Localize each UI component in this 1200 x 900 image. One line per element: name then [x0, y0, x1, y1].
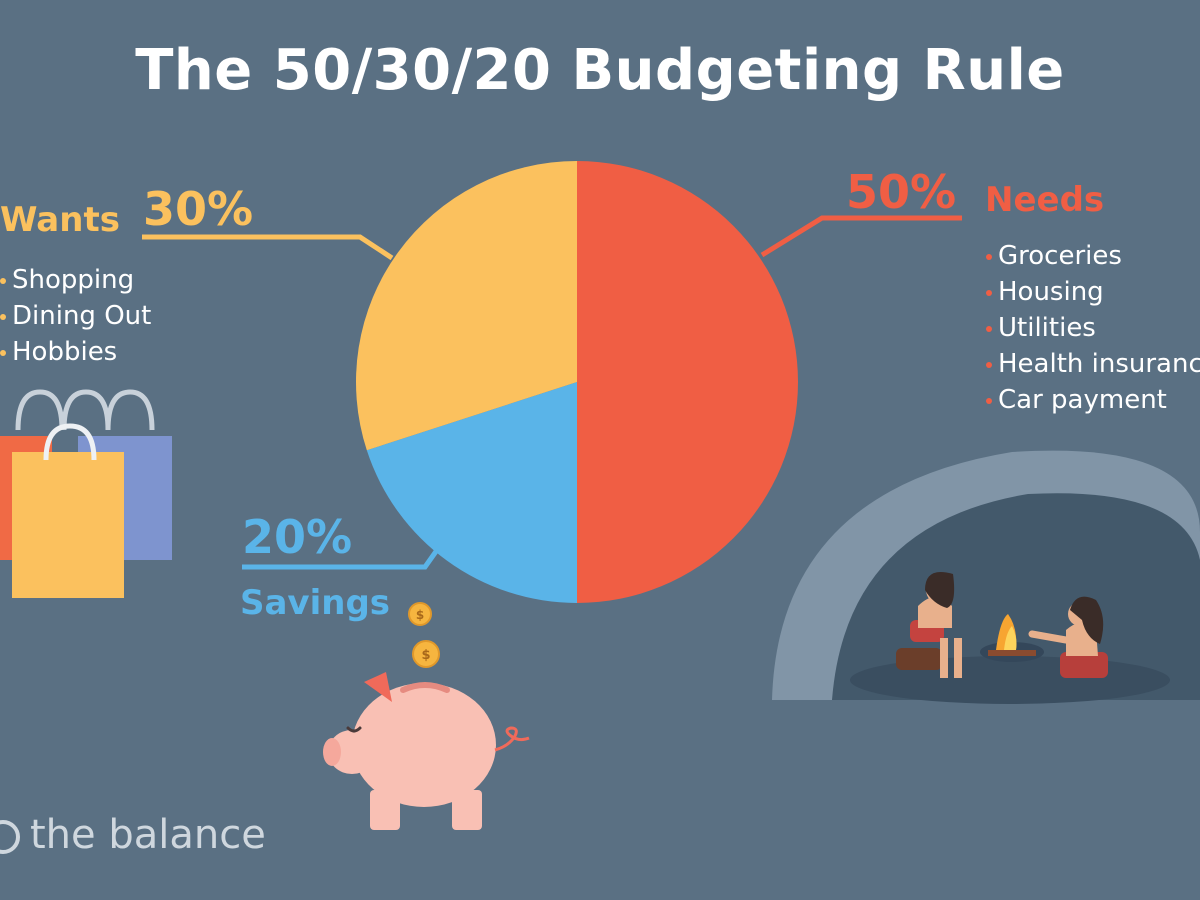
bullet-icon [0, 277, 6, 284]
wants-item-list: Shopping Dining Out Hobbies [0, 262, 151, 370]
coin-icon: $ [408, 602, 432, 626]
logo-text: the balance [30, 812, 266, 858]
list-item-text: Hobbies [12, 337, 118, 367]
list-item-text: Health insurance [998, 349, 1200, 379]
needs-item-list: Groceries Housing Utilities Health insur… [986, 238, 1200, 418]
list-item: Hobbies [0, 334, 151, 370]
needs-category-label: Needs [985, 180, 1105, 220]
bullet-icon [986, 361, 992, 368]
pie-slice-needs [577, 161, 798, 603]
cave-campfire-illustration [772, 450, 1200, 704]
bag-handle [43, 423, 97, 461]
list-item-text: Groceries [998, 241, 1122, 271]
yellow-bag [12, 452, 124, 598]
list-item-text: Shopping [12, 265, 135, 295]
bullet-icon [986, 289, 992, 296]
list-item: Dining Out [0, 298, 151, 334]
list-item: Utilities [986, 310, 1200, 346]
pie-chart [355, 161, 798, 603]
svg-text:$: $ [416, 608, 424, 622]
list-item: Car payment [986, 382, 1200, 418]
shopping-bags-illustration [0, 389, 172, 598]
logo-icon [0, 820, 20, 854]
list-item: Shopping [0, 262, 151, 298]
wants-percent-label: 30% [143, 182, 254, 236]
savings-percent-label: 20% [242, 510, 353, 564]
brand-logo: the balance [0, 812, 266, 858]
bullet-icon [0, 313, 6, 320]
savings-leader-line [242, 548, 440, 570]
bullet-icon [986, 253, 992, 260]
pie-slice-wants [355, 161, 577, 451]
svg-text:$: $ [421, 648, 430, 663]
chart-title: The 50/30/20 Budgeting Rule [135, 38, 1065, 103]
list-item-text: Dining Out [12, 301, 152, 331]
bag-handle [61, 389, 111, 431]
piggy-bank-illustration [323, 672, 530, 830]
needs-percent-label: 50% [846, 165, 957, 219]
bag-handle [15, 389, 65, 431]
wants-category-label: Wants [0, 200, 120, 240]
bullet-icon [986, 325, 992, 332]
bullet-icon [0, 349, 6, 356]
needs-leader-line [760, 215, 962, 258]
bullet-icon [986, 397, 992, 404]
bag-handle [105, 389, 155, 431]
list-item: Groceries [986, 238, 1200, 274]
list-item-text: Housing [998, 277, 1104, 307]
wants-leader-line [142, 234, 394, 261]
pie-slice-savings [366, 382, 577, 603]
list-item-text: Utilities [998, 313, 1096, 343]
list-item: Housing [986, 274, 1200, 310]
savings-category-label: Savings [240, 583, 391, 623]
list-item: Health insurance [986, 346, 1200, 382]
list-item-text: Car payment [998, 385, 1167, 415]
coin-icon: $ [412, 640, 440, 668]
